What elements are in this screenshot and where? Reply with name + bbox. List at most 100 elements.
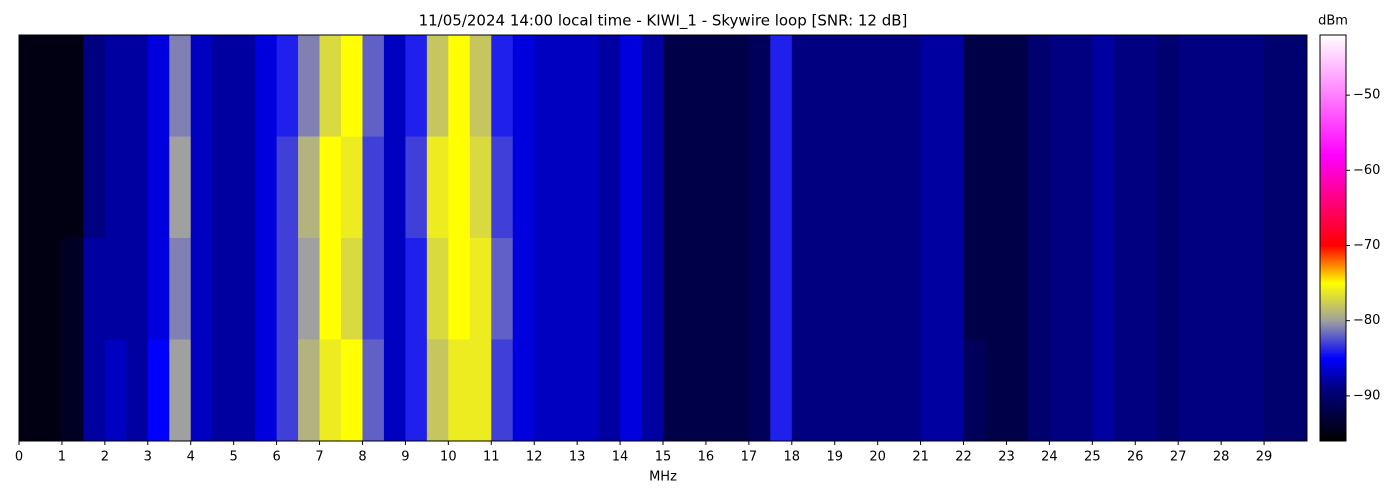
heatmap-cell xyxy=(276,136,299,239)
heatmap-cell xyxy=(448,35,471,137)
heatmap-cell xyxy=(727,339,750,442)
heatmap-cell xyxy=(233,339,256,442)
heatmap-cell xyxy=(212,238,235,340)
x-tick-label: 20 xyxy=(869,450,886,465)
x-tick-label: 29 xyxy=(1256,450,1273,465)
heatmap-cell xyxy=(1070,136,1093,239)
heatmap-cell xyxy=(362,35,385,137)
heatmap-cell xyxy=(1006,238,1029,340)
heatmap-cell xyxy=(319,238,342,340)
x-tick-label: 8 xyxy=(358,450,366,465)
colorbar-tick-label: −70 xyxy=(1353,238,1380,253)
x-tick-label: 28 xyxy=(1213,450,1230,465)
heatmap-cell xyxy=(1178,136,1201,239)
heatmap-cell xyxy=(276,35,299,137)
heatmap-cell xyxy=(985,339,1007,442)
heatmap-cell xyxy=(705,238,728,340)
x-tick-label: 26 xyxy=(1127,450,1144,465)
heatmap-cell xyxy=(770,238,793,340)
heatmap-cell xyxy=(147,136,170,239)
heatmap-cell xyxy=(577,35,600,137)
heatmap-cell xyxy=(491,136,514,239)
heatmap-cell xyxy=(942,339,965,442)
heatmap-cell xyxy=(1242,35,1265,137)
heatmap-cell xyxy=(1049,136,1072,239)
heatmap-cell xyxy=(899,339,922,442)
heatmap-cell xyxy=(641,35,664,137)
heatmap-cell xyxy=(555,35,578,137)
heatmap-cell xyxy=(40,35,63,137)
heatmap-cell xyxy=(233,136,256,239)
heatmap-cell xyxy=(40,339,63,442)
heatmap-cell xyxy=(1092,238,1115,340)
heatmap-cell xyxy=(104,136,127,239)
heatmap-cell xyxy=(448,238,471,340)
heatmap-cell xyxy=(1221,35,1244,137)
heatmap-cell xyxy=(126,35,149,137)
heatmap-cell xyxy=(684,238,707,340)
heatmap-cell xyxy=(1178,339,1201,442)
heatmap-cell xyxy=(1199,238,1222,340)
heatmap-cell xyxy=(83,35,106,137)
heatmap-cell xyxy=(598,136,621,239)
heatmap-cell xyxy=(298,238,321,340)
heatmap-cell xyxy=(877,339,900,442)
heatmap-cell xyxy=(298,35,321,137)
heatmap-cell xyxy=(190,339,213,442)
heatmap-cell xyxy=(620,339,643,442)
x-tick-label: 25 xyxy=(1084,450,1101,465)
heatmap-cell xyxy=(362,238,385,340)
heatmap-cell xyxy=(1221,136,1244,239)
heatmap-cell xyxy=(877,136,900,239)
x-tick-label: 18 xyxy=(784,450,801,465)
heatmap-cell xyxy=(383,339,406,442)
heatmap-cell xyxy=(169,238,192,340)
heatmap-cell xyxy=(770,339,793,442)
heatmap-cell xyxy=(469,238,492,340)
heatmap-cell xyxy=(1113,35,1136,137)
heatmap-cell xyxy=(362,339,385,442)
colorbar-tick-label: −50 xyxy=(1353,88,1380,103)
heatmap-cell xyxy=(491,339,514,442)
heatmap-cell xyxy=(426,136,449,239)
heatmap-cell xyxy=(61,339,84,442)
heatmap-cell xyxy=(276,238,299,340)
heatmap-cell xyxy=(341,136,363,239)
heatmap-cell xyxy=(40,136,63,239)
heatmap-cell xyxy=(534,136,557,239)
x-tick-label: 15 xyxy=(655,450,672,465)
heatmap-cell xyxy=(856,136,879,239)
heatmap-cell xyxy=(1178,35,1201,137)
heatmap-cell xyxy=(1092,35,1115,137)
heatmap-cell xyxy=(1285,339,1308,442)
heatmap-cell xyxy=(405,136,428,239)
heatmap-cell xyxy=(40,238,63,340)
x-tick-label: 14 xyxy=(612,450,629,465)
heatmap-cell xyxy=(791,136,814,239)
heatmap-cell xyxy=(791,339,814,442)
heatmap-cell xyxy=(1113,339,1136,442)
heatmap-cell xyxy=(985,35,1007,137)
heatmap-cell xyxy=(1242,238,1265,340)
heatmap-cell xyxy=(61,35,84,137)
heatmap-cell xyxy=(1092,339,1115,442)
heatmap-cell xyxy=(1199,339,1222,442)
heatmap-cell xyxy=(555,238,578,340)
x-axis-label: MHz xyxy=(649,470,677,485)
heatmap-cell xyxy=(1264,339,1287,442)
heatmap-cell xyxy=(298,136,321,239)
x-tick-label: 17 xyxy=(741,450,758,465)
heatmap-cell xyxy=(405,238,428,340)
heatmap-cell xyxy=(255,238,278,340)
heatmap-cell xyxy=(1135,35,1158,137)
heatmap-cell xyxy=(426,339,449,442)
heatmap-cell xyxy=(577,136,600,239)
heatmap-cell xyxy=(877,238,900,340)
heatmap-cell xyxy=(813,238,836,340)
heatmap-cell xyxy=(856,35,879,137)
heatmap-cell xyxy=(620,136,643,239)
heatmap-cell xyxy=(83,238,106,340)
heatmap-cell xyxy=(19,238,41,340)
heatmap-cell xyxy=(19,339,41,442)
x-tick-label: 0 xyxy=(15,450,23,465)
